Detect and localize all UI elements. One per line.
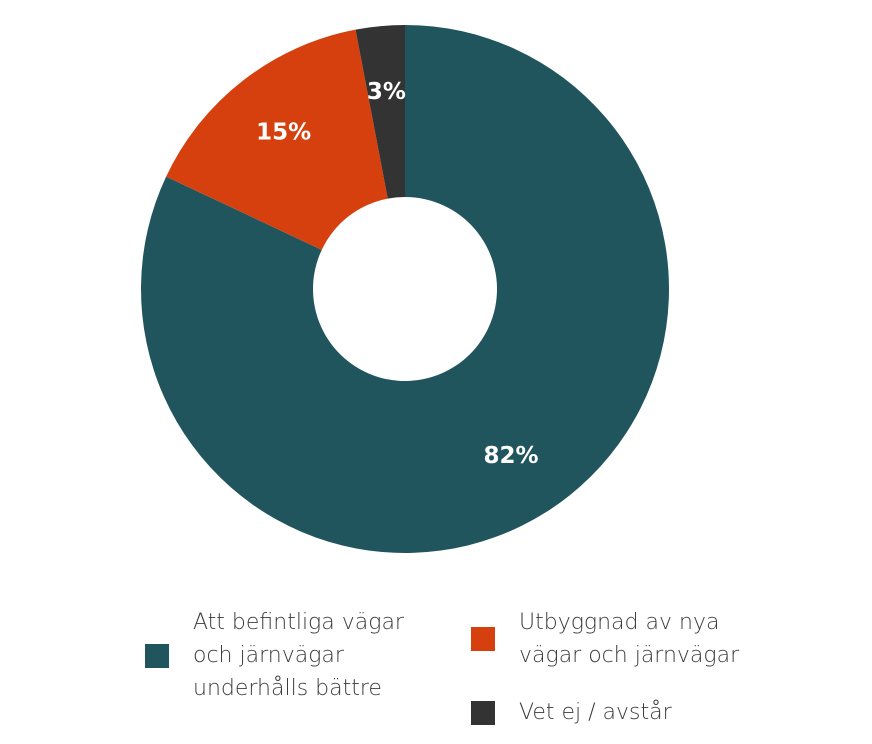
legend-swatch [471,700,495,725]
legend-swatch [145,643,169,668]
donut-slice-2 [355,25,405,199]
legend-label: Att befintliga vägar och järnvägar under… [193,610,404,701]
legend-item-underhall: Att befintliga vägar och järnvägar under… [145,606,404,705]
donut-slice-1 [166,29,388,250]
legend-item-utbyggnad: Utbyggnad av nya vägar och järnvägar [471,606,739,672]
donut-chart: 82% 15% 3% [140,25,669,553]
legend-item-vet-ej: Vet ej / avstår [471,696,672,729]
legend-swatch [471,627,495,651]
slice-label-0: 82% [484,443,539,469]
legend-label: Utbyggnad av nya vägar och järnvägar [519,610,740,668]
legend-label: Vet ej / avstår [519,700,672,725]
donut-slice-0 [140,25,669,553]
slice-label-2: 3% [367,79,406,105]
slice-label-1: 15% [256,120,311,146]
